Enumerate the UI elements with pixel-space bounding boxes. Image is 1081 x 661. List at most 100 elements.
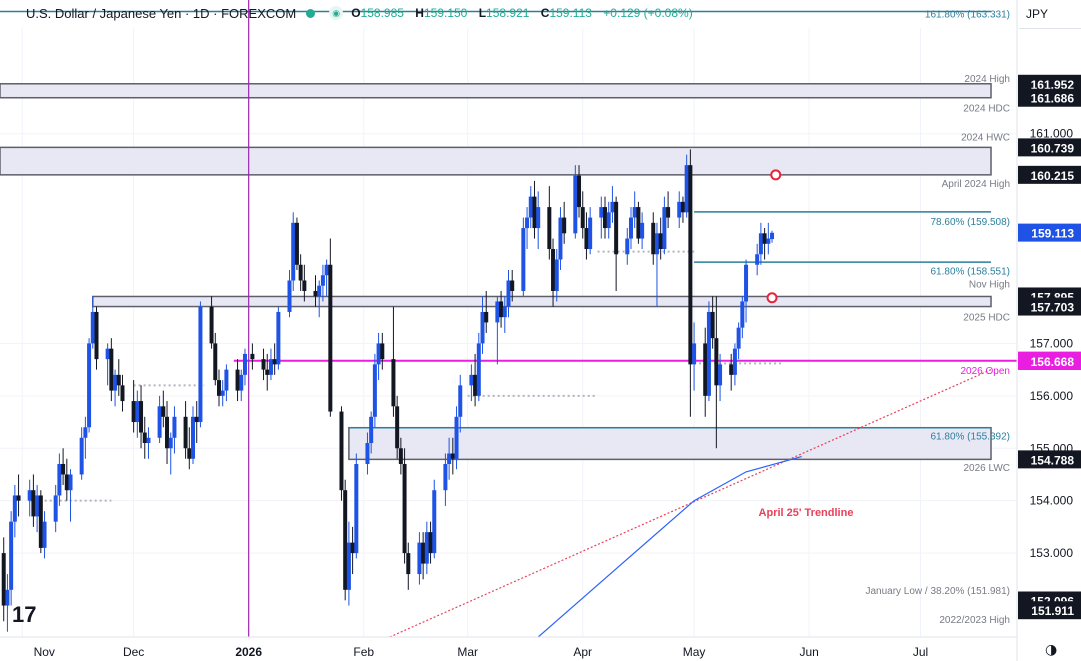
candle-bearish (298, 264, 303, 281)
candle-bearish (216, 380, 221, 396)
price-tick-label: 156.000 (1030, 389, 1074, 403)
candle-bullish (365, 443, 370, 464)
candle-bearish (38, 495, 43, 548)
eye-icon[interactable]: ◉ (329, 6, 344, 20)
candle-bullish (242, 353, 247, 375)
price-tag-bg (1018, 138, 1081, 157)
candle-bullish (317, 285, 322, 297)
candle-bearish (398, 448, 403, 464)
time-tick-label: Mar (457, 645, 478, 659)
price-tag-text: 151.911 (1031, 604, 1074, 618)
candle-bullish (172, 416, 177, 438)
price-zone (0, 83, 992, 99)
candle-bullish (191, 416, 196, 459)
candle-bearish (235, 369, 240, 391)
candle-bearish (120, 385, 125, 402)
time-tick-label: Apr (573, 645, 592, 659)
candle-bearish (562, 217, 567, 234)
level-label: 61.80% (158.551) (930, 267, 1010, 278)
time-tick-label: Jul (913, 645, 928, 659)
price-zone (0, 146, 992, 176)
candle-bullish (220, 390, 225, 396)
level-label: 61.80% (155.392) (930, 431, 1010, 442)
open-price-tag-text: 156.668 (1031, 355, 1075, 369)
time-tick-label: Nov (34, 645, 55, 659)
candle-bearish (688, 165, 693, 365)
candle-bullish (57, 463, 62, 496)
auto-scale-icon[interactable]: ◑ (1045, 642, 1058, 658)
chart-header: U.S. Dollar / Japanese Yen · 1D · FOREXC… (0, 0, 1015, 26)
current-price-tag-text: 159.113 (1031, 227, 1074, 241)
level-label: 2025 HDC (963, 312, 1010, 323)
low-value: 158.921 (486, 6, 530, 20)
candle-bearish (187, 448, 192, 459)
candle-bearish (499, 301, 504, 318)
candle-bullish (27, 490, 32, 501)
price-tick-label: 154.000 (1030, 494, 1074, 508)
candle-bearish (666, 207, 671, 218)
candle-bearish (139, 401, 144, 433)
candle-bullish (268, 359, 273, 375)
candle-bullish (744, 264, 749, 302)
candle-bearish (380, 343, 385, 360)
candle-bearish (762, 233, 767, 244)
candle-bullish (706, 311, 711, 396)
candle-bearish (532, 196, 537, 229)
candle-bullish (755, 254, 760, 265)
candle-bearish (343, 490, 348, 590)
candle-bullish (113, 374, 118, 391)
candle-bearish (547, 207, 552, 250)
candle-bullish (495, 301, 500, 323)
price-tag-text: 160.739 (1031, 141, 1075, 155)
candles (1, 149, 775, 632)
candle-bearish (450, 453, 455, 459)
candle-bullish (198, 306, 203, 423)
candle-bearish (510, 280, 515, 291)
candle-bearish (142, 432, 147, 444)
candle-bullish (606, 212, 611, 229)
candle-bullish (469, 374, 474, 386)
candle-bullish (354, 463, 359, 554)
candle-bullish (640, 222, 645, 239)
high-key: H (415, 6, 424, 20)
time-tick-label: Jun (799, 645, 818, 659)
currency-selector[interactable]: JPY (1026, 7, 1049, 21)
candle-bearish (636, 207, 641, 239)
candle-bearish (116, 374, 121, 386)
price-axis-bg (1017, 0, 1081, 661)
candle-bearish (294, 222, 299, 265)
level-label: Nov High (969, 279, 1010, 290)
tradingview-logo[interactable]: 17 (12, 602, 37, 627)
candle-bullish (628, 217, 633, 239)
level-label: 2024 HDC (963, 104, 1010, 115)
level-label: January Low / 38.20% (151.981) (865, 586, 1010, 597)
candle-bullish (447, 453, 452, 464)
candle-bullish (417, 542, 422, 575)
candle-bullish (369, 416, 374, 444)
candle-bullish (588, 217, 593, 250)
candle-bullish (558, 217, 563, 260)
candle-bearish (395, 406, 400, 449)
symbol-title[interactable]: U.S. Dollar / Japanese Yen · 1D · FOREXC… (26, 5, 297, 21)
price-tag-bg (1018, 165, 1081, 184)
candle-bullish (573, 175, 578, 234)
candle-bullish (506, 280, 511, 307)
candle-bearish (391, 359, 396, 407)
candle-bearish (1, 553, 6, 606)
trendline-label: April 25' Trendline (759, 507, 854, 519)
currency-divider (1019, 28, 1081, 29)
candle-bullish (291, 222, 296, 281)
level-label: 2026 LWC (963, 463, 1010, 474)
price-zone (92, 295, 992, 308)
candle-bullish (287, 280, 292, 312)
candle-bullish (525, 217, 530, 229)
candle-bullish (718, 364, 723, 386)
candle-bullish (372, 364, 377, 417)
level-label: 2026 Open (961, 366, 1011, 377)
candle-bearish (209, 306, 214, 344)
candle-bearish (16, 495, 21, 501)
candle-bearish (109, 348, 114, 391)
candle-bearish (428, 532, 433, 554)
grid-lines (0, 28, 1017, 637)
